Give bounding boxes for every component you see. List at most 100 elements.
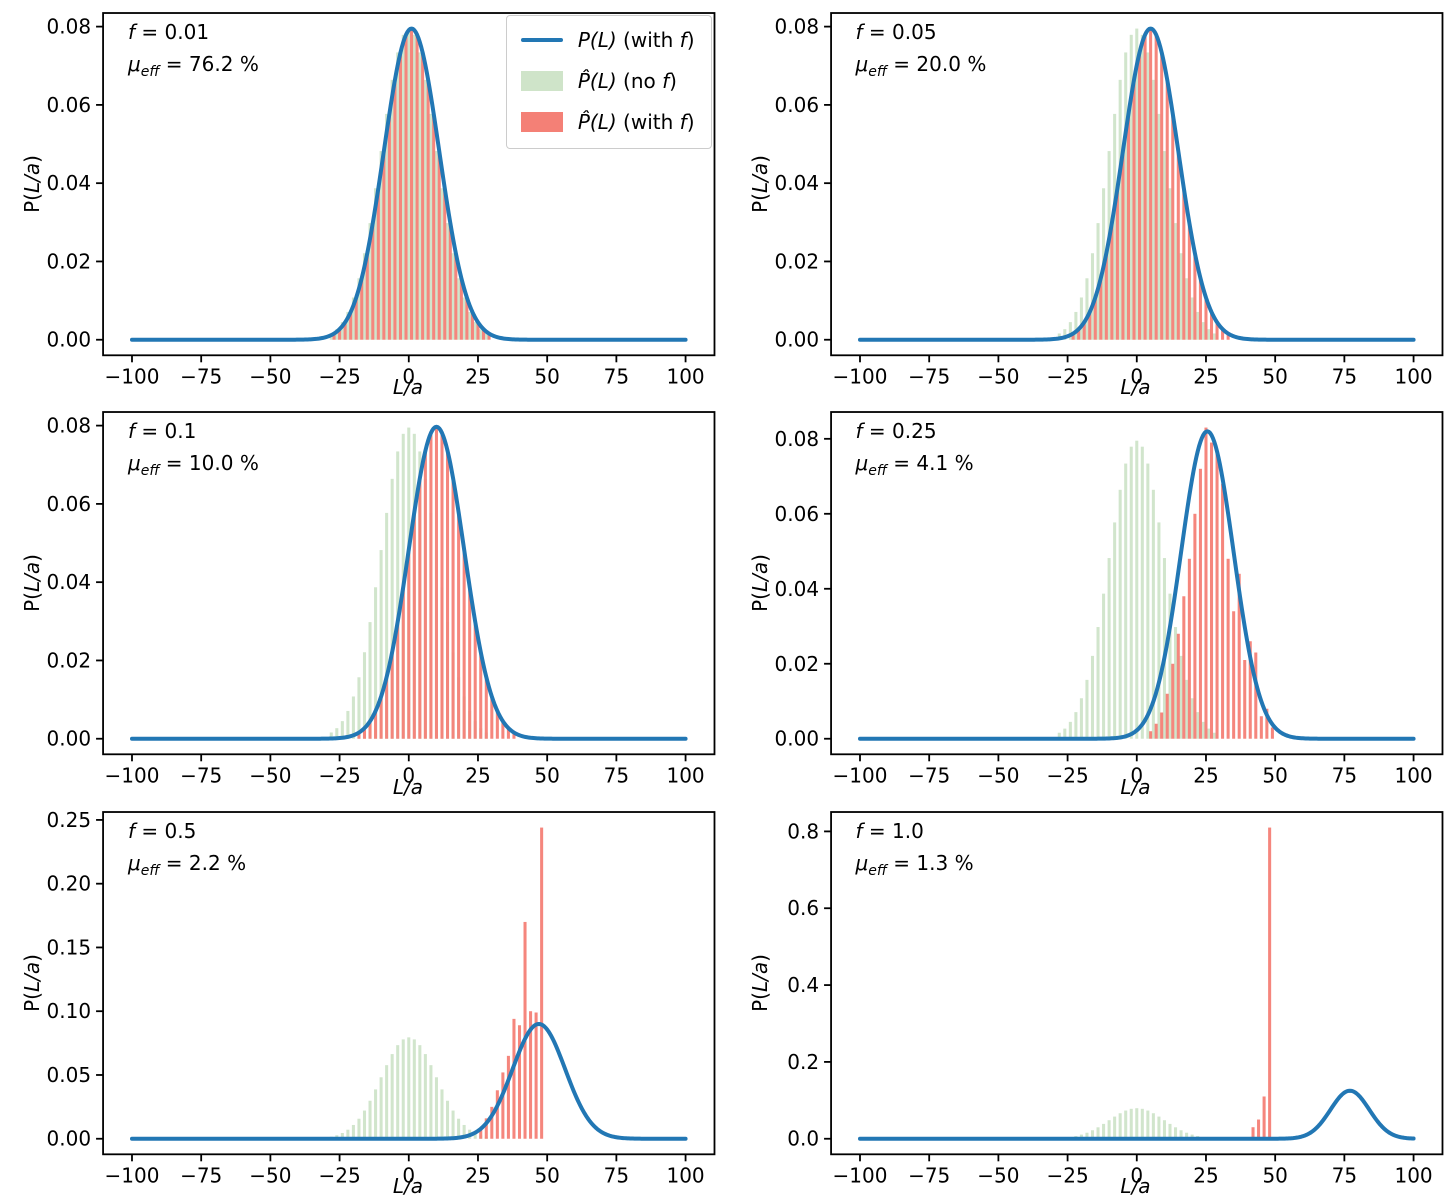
panel-annotation: f = 0.1 μeff = 10.0 % — [128, 415, 259, 479]
svg-text:0.08: 0.08 — [47, 414, 92, 438]
svg-text:25: 25 — [465, 764, 490, 788]
subplot-f-0-01: −100 −75 −50 −25 0 25 50 75 100 0.00 0.02 0.04 0.06 0… — [0, 0, 728, 399]
subplot-f-0-1: −100 −75 −50 −25 0 25 50 75 100 0.00 0.02 0.04 0.06 0… — [0, 399, 728, 799]
svg-text:75: 75 — [1331, 364, 1356, 388]
svg-text:25: 25 — [1193, 364, 1218, 388]
svg-text:−100: −100 — [832, 764, 887, 788]
svg-text:100: 100 — [666, 1163, 704, 1187]
svg-text:50: 50 — [534, 1163, 559, 1187]
plot-canvas: −100 −75 −50 −25 0 25 50 75 100 0.00 0.02 0.04 0.06 0… — [47, 411, 716, 788]
svg-text:0.06: 0.06 — [47, 492, 92, 516]
svg-text:−25: −25 — [318, 364, 360, 388]
svg-text:50: 50 — [534, 364, 559, 388]
y-axis-label: P(L/a) — [20, 953, 44, 1012]
legend-label: P̂(L) (no f) — [577, 69, 677, 93]
svg-text:50: 50 — [1262, 764, 1287, 788]
x-axis-label: L/a — [1120, 375, 1151, 400]
x-axis-label: L/a — [392, 1174, 424, 1198]
annotation-f: f = 0.05 — [855, 20, 937, 44]
svg-text:50: 50 — [1262, 1163, 1287, 1187]
svg-text:0.04: 0.04 — [774, 577, 819, 601]
y-axis-label: P(L/a) — [20, 554, 44, 613]
legend-patch-red-icon — [520, 112, 563, 132]
svg-text:−50: −50 — [249, 364, 291, 388]
svg-text:−25: −25 — [318, 1163, 360, 1187]
svg-text:75: 75 — [1331, 1163, 1356, 1187]
annotation-mu-eff: μeff = 20.0 % — [855, 52, 987, 80]
svg-text:0.06: 0.06 — [774, 502, 819, 526]
svg-text:0: 0 — [402, 364, 415, 388]
svg-text:25: 25 — [465, 364, 490, 388]
svg-text:25: 25 — [465, 1163, 490, 1187]
legend-item-p-with-f: P(L) (with f) — [520, 26, 695, 54]
y-axis-label: P(L/a) — [747, 155, 772, 213]
svg-text:0: 0 — [1130, 364, 1143, 388]
annotation-f: f = 0.25 — [855, 419, 937, 444]
svg-text:−75: −75 — [180, 764, 222, 788]
svg-text:0.20: 0.20 — [47, 871, 92, 895]
svg-text:0.00: 0.00 — [47, 328, 92, 352]
svg-text:75: 75 — [1331, 764, 1356, 788]
panel-annotation: f = 0.05 μeff = 20.0 % — [856, 16, 987, 80]
svg-text:−75: −75 — [180, 364, 222, 388]
svg-text:0.4: 0.4 — [787, 973, 819, 997]
svg-text:0.10: 0.10 — [47, 999, 92, 1023]
svg-text:50: 50 — [1262, 364, 1287, 388]
svg-text:75: 75 — [604, 364, 629, 388]
x-axis-label: L/a — [1120, 774, 1151, 799]
svg-text:0.00: 0.00 — [47, 727, 92, 751]
annotation-mu-eff: μeff = 2.2 % — [128, 850, 247, 879]
svg-text:0.00: 0.00 — [47, 1126, 92, 1150]
svg-text:−25: −25 — [1046, 1163, 1088, 1187]
subplot-f-0-5: −100 −75 −50 −25 0 25 50 75 100 0.00 0.05 0.10 0.15 0… — [0, 799, 728, 1198]
svg-text:0.6: 0.6 — [787, 896, 819, 920]
svg-text:−100: −100 — [832, 1163, 887, 1187]
annotation-mu-eff: μeff = 10.0 % — [128, 451, 259, 480]
subplot-f-1-0: −100 −75 −50 −25 0 25 50 75 100 0.0 0.2 0.4 0.6 0.8 P… — [728, 799, 1455, 1198]
svg-text:−100: −100 — [105, 364, 160, 388]
svg-text:−75: −75 — [908, 364, 950, 388]
annotation-mu-eff: μeff = 4.1 % — [855, 451, 974, 480]
legend: P(L) (with f) P̂(L) (no f) P̂(L) (with f… — [505, 15, 712, 149]
svg-text:25: 25 — [1193, 1163, 1218, 1187]
svg-text:0.02: 0.02 — [774, 249, 819, 273]
svg-text:−100: −100 — [832, 364, 887, 388]
svg-text:0.04: 0.04 — [47, 571, 92, 595]
legend-label: P̂(L) (with f) — [577, 110, 695, 134]
svg-text:100: 100 — [1394, 764, 1432, 788]
svg-text:0.00: 0.00 — [774, 328, 819, 352]
svg-text:−75: −75 — [908, 1163, 950, 1187]
legend-line-swatch-icon — [520, 38, 563, 42]
legend-label: P(L) (with f) — [577, 28, 695, 52]
plot-canvas: −100 −75 −50 −25 0 25 50 75 100 0.00 0.05 0.10 0.15 0… — [47, 808, 716, 1187]
svg-text:25: 25 — [1193, 764, 1218, 788]
svg-text:0.02: 0.02 — [47, 649, 92, 673]
svg-text:−100: −100 — [105, 1163, 160, 1187]
svg-text:−25: −25 — [318, 764, 360, 788]
svg-text:−25: −25 — [1046, 764, 1088, 788]
svg-text:0.02: 0.02 — [774, 652, 819, 676]
annotation-f: f = 1.0 — [855, 818, 924, 843]
svg-text:0.08: 0.08 — [774, 427, 819, 451]
svg-text:−50: −50 — [977, 764, 1019, 788]
annotation-mu-eff: μeff = 1.3 % — [855, 850, 974, 879]
x-axis-label: L/a — [392, 774, 424, 799]
svg-text:75: 75 — [604, 764, 629, 788]
plot-canvas: −100 −75 −50 −25 0 25 50 75 100 0.00 0.02 0.04 0.06 0… — [774, 12, 1443, 388]
subplot-f-0-25: −100 −75 −50 −25 0 25 50 75 100 0.00 0.02 0.04 0.06 0… — [728, 399, 1455, 799]
legend-item-phat-no-f: P̂(L) (no f) — [520, 67, 695, 95]
svg-text:50: 50 — [534, 764, 559, 788]
panel-annotation: f = 0.25 μeff = 4.1 % — [856, 415, 974, 479]
svg-text:0.08: 0.08 — [47, 15, 92, 39]
plot-canvas: −100 −75 −50 −25 0 25 50 75 100 0.00 0.02 0.04 0.06 0… — [47, 12, 716, 388]
svg-text:0.25: 0.25 — [47, 808, 92, 832]
panel-annotation: f = 0.5 μeff = 2.2 % — [128, 815, 246, 879]
x-axis-label: L/a — [392, 375, 424, 400]
panel-annotation: f = 1.0 μeff = 1.3 % — [856, 815, 974, 879]
plot-canvas: −100 −75 −50 −25 0 25 50 75 100 0.00 0.02 0.04 0.06 0… — [774, 411, 1443, 788]
svg-text:0.04: 0.04 — [47, 171, 92, 195]
svg-text:0: 0 — [1130, 764, 1143, 788]
legend-item-phat-with-f: P̂(L) (with f) — [520, 108, 695, 136]
svg-text:100: 100 — [1394, 1163, 1432, 1187]
annotation-f: f = 0.01 — [128, 20, 210, 44]
